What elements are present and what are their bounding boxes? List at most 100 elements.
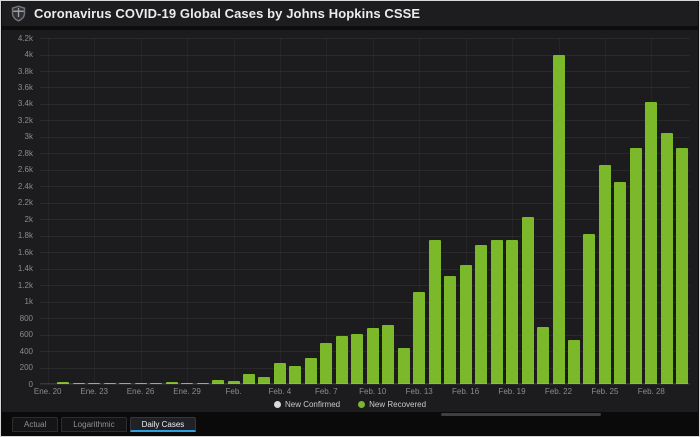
h-gridline — [40, 54, 690, 56]
y-tick-label: 1k — [24, 297, 33, 307]
y-tick-label: 1.6k — [17, 247, 33, 257]
bar[interactable] — [258, 376, 271, 384]
bar[interactable] — [645, 102, 658, 384]
bar[interactable] — [335, 335, 348, 384]
y-tick-label: 0 — [28, 379, 33, 389]
bar[interactable] — [366, 327, 379, 384]
bar[interactable] — [614, 181, 627, 384]
horizontal-scrollbar-thumb[interactable] — [441, 413, 601, 416]
h-gridline — [40, 186, 690, 188]
h-gridline — [40, 334, 690, 336]
v-gridline — [280, 38, 281, 384]
legend-item-new-recovered[interactable]: New Recovered — [358, 400, 426, 409]
bar[interactable] — [212, 380, 224, 384]
h-gridline — [40, 252, 690, 254]
bar[interactable] — [320, 343, 333, 384]
h-gridline — [40, 71, 690, 72]
h-gridline — [40, 301, 690, 303]
h-gridline — [40, 384, 690, 385]
x-tick-label: Feb. 10 — [359, 387, 387, 396]
bar[interactable] — [227, 381, 240, 384]
x-axis-line — [40, 383, 690, 384]
bar[interactable] — [57, 381, 70, 384]
x-tick-label: Feb. 16 — [452, 387, 480, 396]
bar[interactable] — [567, 340, 580, 384]
bar[interactable] — [88, 383, 101, 384]
bar[interactable] — [150, 383, 163, 384]
tab-logarithmic[interactable]: Logarithmic — [61, 417, 127, 432]
y-tick-label: 3.8k — [17, 66, 33, 76]
v-gridline — [187, 38, 188, 384]
y-tick-label: 2.8k — [17, 148, 33, 158]
bar[interactable] — [289, 366, 302, 384]
bar[interactable] — [72, 383, 85, 384]
bar[interactable] — [552, 55, 565, 384]
panel-title[interactable]: Coronavirus COVID-19 Global Cases by Joh… — [34, 6, 421, 21]
plot-area — [40, 38, 690, 385]
y-tick-label: 3.6k — [17, 82, 33, 92]
tab-daily-cases[interactable]: Daily Cases — [129, 417, 197, 432]
h-gridline — [40, 318, 690, 320]
bar[interactable] — [181, 382, 193, 384]
bar[interactable] — [629, 147, 642, 384]
y-tick-label: 1.4k — [17, 264, 33, 274]
v-gridline — [326, 38, 327, 384]
bar[interactable] — [273, 363, 286, 384]
bar[interactable] — [351, 334, 364, 384]
footer-bar: Actual Logarithmic Daily Cases — [2, 412, 698, 436]
bar[interactable] — [444, 275, 457, 384]
bar[interactable] — [506, 239, 518, 384]
bar[interactable] — [134, 383, 147, 384]
v-gridline — [48, 38, 49, 384]
johns-hopkins-shield-icon — [11, 5, 26, 22]
h-gridline — [40, 38, 690, 39]
bar[interactable] — [660, 132, 673, 384]
bar[interactable] — [382, 324, 395, 384]
bar[interactable] — [196, 383, 209, 384]
legend: New Confirmed New Recovered — [2, 400, 698, 409]
bar[interactable] — [537, 326, 549, 384]
h-gridline — [40, 202, 690, 204]
bar[interactable] — [676, 147, 689, 384]
h-gridline — [40, 367, 690, 369]
bar[interactable] — [428, 239, 441, 384]
h-gridline — [40, 235, 690, 237]
y-tick-label: 3.2k — [17, 115, 33, 125]
bar[interactable] — [598, 164, 611, 384]
y-tick-label: 1.2k — [17, 280, 33, 290]
h-gridline — [40, 120, 690, 122]
legend-label: New Confirmed — [284, 400, 341, 409]
bar[interactable] — [304, 357, 317, 384]
bar[interactable] — [103, 383, 116, 384]
h-gridline — [40, 103, 690, 105]
y-tick-label: 3k — [24, 132, 33, 142]
bar[interactable] — [413, 291, 426, 384]
h-gridline — [40, 351, 690, 352]
tab-actual[interactable]: Actual — [12, 417, 59, 432]
x-tick-label: Feb. 4 — [268, 387, 292, 396]
y-tick-label: 3.4k — [17, 99, 33, 109]
bar[interactable] — [583, 234, 596, 384]
x-axis: Ene. 20 Ene. 23 Ene. 26 Ene. 29 Feb. Feb. 4 Fe… — [34, 387, 690, 397]
x-tick-label: Feb. 25 — [591, 387, 619, 396]
x-tick-label: Feb. 13 — [405, 387, 433, 396]
y-tick-label: 2.4k — [17, 181, 33, 191]
y-tick-label: 400 — [19, 346, 33, 356]
legend-label: New Recovered — [369, 400, 427, 409]
y-tick-label: 200 — [19, 363, 33, 372]
bar[interactable] — [242, 374, 255, 384]
legend-item-new-confirmed[interactable]: New Confirmed — [273, 400, 341, 409]
bar[interactable] — [397, 347, 410, 384]
x-tick-label: Ene. 26 — [126, 387, 155, 396]
h-gridline — [40, 268, 690, 270]
y-tick-label: 2.2k — [17, 198, 33, 208]
y-tick-label: 4.2k — [17, 33, 33, 43]
bar[interactable] — [475, 244, 488, 384]
bar[interactable] — [459, 264, 472, 384]
bar[interactable] — [521, 216, 534, 384]
bar[interactable] — [165, 381, 178, 384]
x-tick-label: Ene. 29 — [173, 387, 201, 396]
bar[interactable] — [490, 239, 503, 384]
bar[interactable] — [119, 383, 132, 384]
